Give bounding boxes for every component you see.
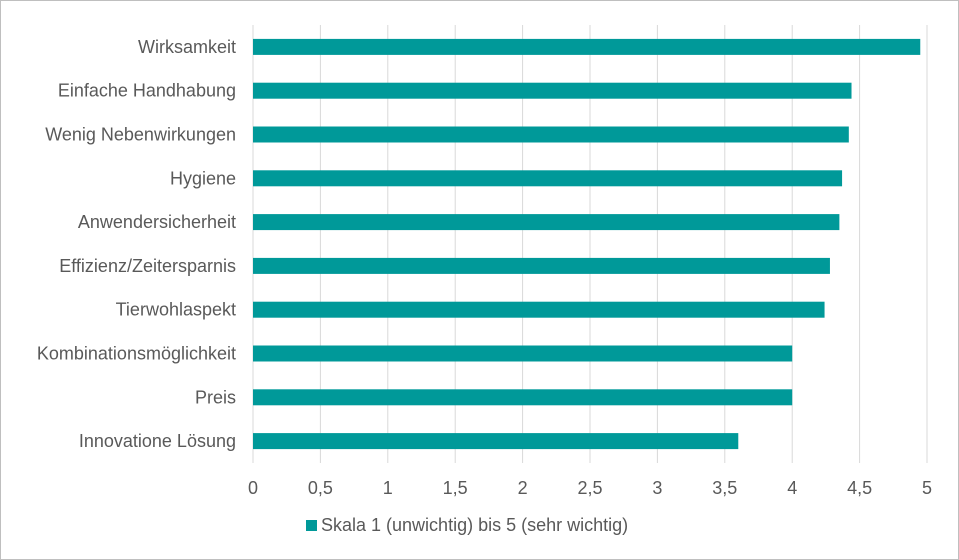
legend-label: Skala 1 (unwichtig) bis 5 (sehr wichtig) [321,515,628,535]
bar [253,82,852,99]
x-tick-label: 4 [787,478,797,498]
x-tick-label: 1 [383,478,393,498]
bar [253,301,825,318]
bar [253,170,843,187]
category-label: Kombinationsmöglichkeit [37,344,236,364]
category-label: Einfache Handhabung [58,81,236,101]
bar [253,257,830,274]
category-label: Innovatione Lösung [79,431,236,451]
x-tick-label: 0 [248,478,258,498]
x-tick-label: 0,5 [308,478,333,498]
x-tick-label: 4,5 [847,478,872,498]
x-tick-label: 2,5 [577,478,602,498]
bar [253,126,849,143]
x-axis-tick-labels: 0 0,5 1 1,5 2 2,5 3 3,5 4 4,5 5 [248,478,932,498]
bar [253,345,793,362]
legend: Skala 1 (unwichtig) bis 5 (sehr wichtig) [306,515,628,535]
bar [253,389,793,406]
category-label: Hygiene [170,168,236,188]
bar [253,214,840,231]
bars [253,38,921,450]
x-tick-label: 5 [922,478,932,498]
x-tick-label: 1,5 [443,478,468,498]
category-label: Tierwohlaspekt [116,300,236,320]
category-label: Wirksamkeit [138,37,236,57]
category-label: Wenig Nebenwirkungen [45,125,236,145]
category-label: Effizienz/Zeitersparnis [59,256,236,276]
x-tick-label: 3 [652,478,662,498]
category-label: Anwendersicherheit [78,212,236,232]
x-tick-label: 3,5 [712,478,737,498]
bar [253,38,921,55]
bar [253,433,739,450]
x-tick-label: 2 [518,478,528,498]
legend-swatch [306,520,317,531]
category-labels: Wirksamkeit Einfache Handhabung Wenig Nebe… [37,37,236,451]
category-label: Preis [195,387,236,407]
